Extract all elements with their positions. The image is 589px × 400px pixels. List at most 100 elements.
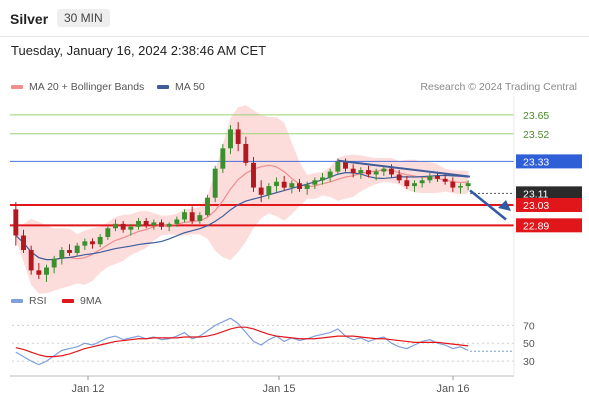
candle-body bbox=[358, 170, 364, 174]
tag-label-23.33: 23.33 bbox=[523, 156, 549, 168]
candle-body bbox=[228, 129, 233, 149]
candle-body bbox=[120, 223, 126, 230]
candle-body bbox=[343, 161, 348, 169]
descending-trendline bbox=[337, 159, 471, 178]
tag-label-23.03: 23.03 bbox=[523, 200, 549, 212]
legend-ma50: MA 50 bbox=[157, 81, 205, 93]
trendlines bbox=[337, 159, 511, 221]
candle-body bbox=[189, 212, 195, 221]
header-divider bbox=[0, 36, 589, 37]
candle-body bbox=[128, 226, 134, 230]
timeframe-badge[interactable]: 30 MIN bbox=[57, 9, 110, 27]
chart-header: Silver 30 MIN bbox=[0, 0, 589, 40]
rsi-tick-70: 70 bbox=[523, 320, 535, 332]
x-tick-label: Jan 12 bbox=[71, 383, 104, 395]
rsi-tick-50: 50 bbox=[523, 338, 535, 350]
candle-body bbox=[366, 170, 371, 175]
candle-body bbox=[312, 180, 318, 185]
candle-body bbox=[174, 219, 180, 224]
tag-label-23.52: 23.52 bbox=[523, 129, 549, 141]
tag-label-23.11: 23.11 bbox=[523, 188, 549, 200]
candle-body bbox=[212, 168, 218, 198]
candle-body bbox=[373, 171, 379, 175]
tag-label-23.65: 23.65 bbox=[523, 110, 549, 122]
candle-body bbox=[327, 171, 333, 178]
tag-bg-23.03 bbox=[516, 197, 582, 212]
candle-body bbox=[404, 180, 410, 187]
candle-body bbox=[13, 209, 19, 236]
candle-body bbox=[90, 241, 95, 245]
tag-bg-23.33 bbox=[516, 154, 582, 169]
candle-body bbox=[151, 222, 157, 226]
candle-body bbox=[143, 220, 149, 226]
x-tick-label: Jan 16 bbox=[436, 383, 469, 395]
legend-rsi: RSI bbox=[11, 295, 47, 307]
candle-body bbox=[381, 168, 387, 172]
candle-body bbox=[266, 186, 272, 195]
legend-ma20-label: MA 20 + Bollinger Bands bbox=[29, 81, 145, 93]
tag-bg-22.89 bbox=[516, 218, 582, 233]
candle-body bbox=[350, 168, 356, 174]
candle-body bbox=[274, 181, 279, 187]
rsi-swatch-icon bbox=[11, 299, 23, 304]
research-credit: Research © 2024 Trading Central bbox=[420, 81, 577, 93]
candle-body bbox=[258, 187, 264, 195]
x-tick-label: Jan 15 bbox=[262, 383, 295, 395]
candle-body bbox=[335, 161, 341, 172]
tag-label-22.89: 22.89 bbox=[523, 220, 549, 232]
ma50-line bbox=[15, 172, 469, 261]
instrument-title: Silver bbox=[10, 11, 49, 27]
candle-body bbox=[435, 175, 440, 179]
candle-body bbox=[427, 175, 433, 181]
candle-body bbox=[197, 215, 203, 221]
candle-body bbox=[82, 241, 88, 246]
candle-body bbox=[251, 162, 256, 188]
ma50-swatch-icon bbox=[157, 85, 169, 90]
candle-body bbox=[320, 177, 325, 181]
ma20-swatch-icon bbox=[11, 85, 23, 90]
forecast-arrow-icon bbox=[498, 200, 511, 211]
x-axis: Jan 12 Jan 15 Jan 16 bbox=[10, 96, 515, 395]
candle-body bbox=[113, 223, 118, 229]
rsi-tick-30: 30 bbox=[523, 356, 535, 368]
candle-body bbox=[136, 220, 141, 227]
candle-body bbox=[419, 180, 425, 184]
candle-body bbox=[389, 168, 394, 175]
candle-body bbox=[166, 223, 172, 227]
candle-body bbox=[182, 212, 187, 220]
candle-body bbox=[450, 181, 456, 188]
candle-body bbox=[36, 270, 42, 275]
price-levels bbox=[10, 114, 514, 227]
candle-body bbox=[51, 258, 57, 268]
legend-ma50-label: MA 50 bbox=[175, 81, 205, 93]
rsi-panel: 70 50 30 bbox=[12, 317, 535, 368]
candle-body bbox=[412, 183, 417, 187]
rsi-series-RSI bbox=[15, 317, 469, 366]
candle-body bbox=[458, 186, 463, 188]
candle-body bbox=[28, 250, 34, 271]
legend-9ma: 9MA bbox=[62, 295, 102, 307]
forecast-arrow-line bbox=[469, 189, 507, 221]
candle-body bbox=[74, 245, 80, 253]
rsi-series-9MA bbox=[15, 326, 469, 358]
legend-9ma-label: 9MA bbox=[80, 295, 102, 307]
candle-body bbox=[220, 148, 226, 169]
candle-body bbox=[67, 250, 72, 253]
candle-body bbox=[243, 143, 249, 163]
legend-rsi-label: RSI bbox=[29, 295, 47, 307]
candle-body bbox=[159, 222, 164, 227]
timestamp: Tuesday, January 16, 2024 2:38:46 AM CET bbox=[11, 43, 267, 58]
ma9-swatch-icon bbox=[62, 299, 74, 304]
candle-body bbox=[97, 236, 103, 245]
legend-ma20: MA 20 + Bollinger Bands bbox=[11, 81, 144, 93]
candle-body bbox=[205, 197, 210, 216]
candle-body bbox=[289, 183, 295, 188]
candle-body bbox=[297, 183, 302, 189]
candle-body bbox=[442, 178, 448, 182]
candle-body bbox=[21, 235, 26, 251]
candle-body bbox=[59, 250, 65, 259]
candle-body bbox=[304, 184, 310, 189]
candlesticks bbox=[13, 122, 471, 282]
